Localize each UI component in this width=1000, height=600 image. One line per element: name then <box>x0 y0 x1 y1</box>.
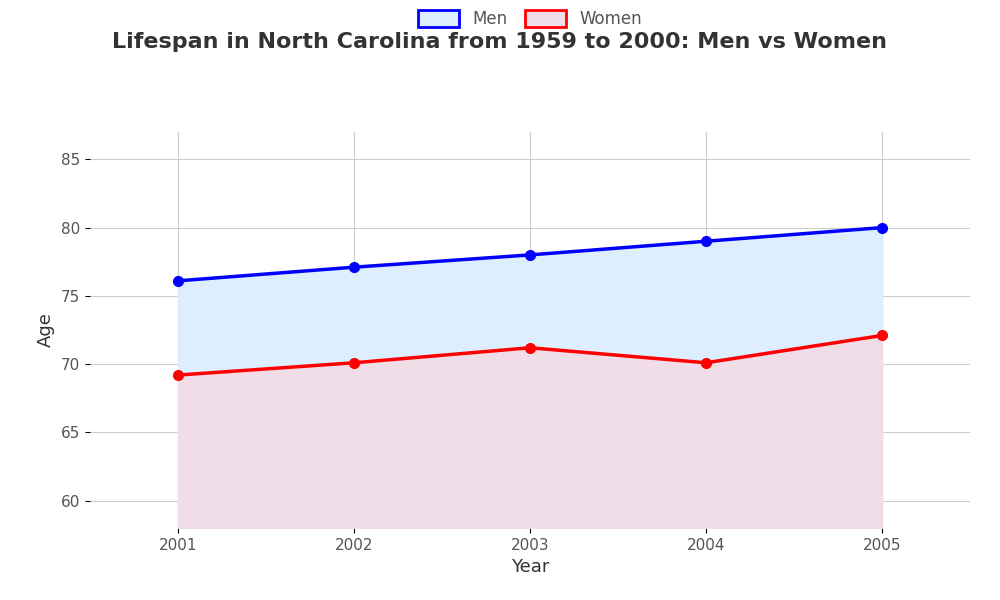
Text: Lifespan in North Carolina from 1959 to 2000: Men vs Women: Lifespan in North Carolina from 1959 to … <box>112 32 888 52</box>
Legend: Men, Women: Men, Women <box>409 2 651 37</box>
Y-axis label: Age: Age <box>37 313 55 347</box>
X-axis label: Year: Year <box>511 558 549 576</box>
